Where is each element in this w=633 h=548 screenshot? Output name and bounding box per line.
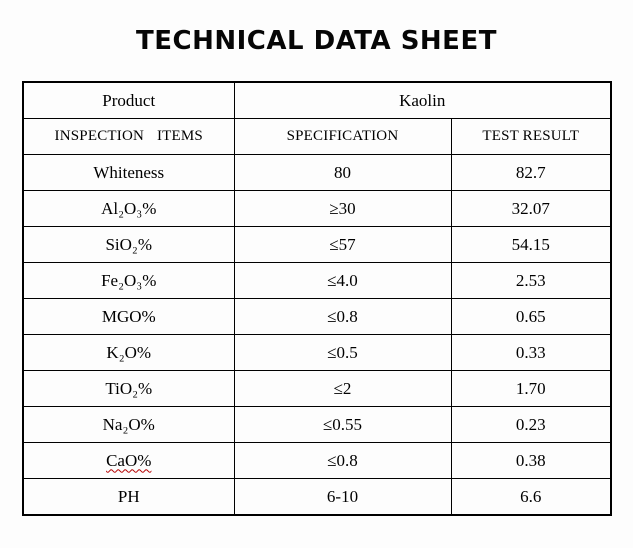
table-row-sio2: SiO₂% ≤57 54.15 xyxy=(22,226,612,263)
inspection-item-cell: Fe₂O₃% xyxy=(22,262,235,299)
specification-cell: ≤4.0 xyxy=(233,262,452,299)
test-result-cell: 0.65 xyxy=(450,298,612,335)
test-result-cell: 1.70 xyxy=(450,370,612,407)
table-row-al2o3: Al₂O₃% ≥30 32.07 xyxy=(22,190,612,227)
table-row-na2o: Na₂O% ≤0.55 0.23 xyxy=(22,406,612,443)
test-result-cell: 2.53 xyxy=(450,262,612,299)
test-result-cell: 0.23 xyxy=(450,406,612,443)
inspection-item-cell: PH xyxy=(22,478,235,516)
table-row-ph: PH 6-10 6.6 xyxy=(22,478,612,516)
test-result-cell: 54.15 xyxy=(450,226,612,263)
inspection-item-cell: TiO₂% xyxy=(22,370,235,407)
table-row-tio2: TiO₂% ≤2 1.70 xyxy=(22,370,612,407)
table-row-whiteness: Whiteness 80 82.7 xyxy=(22,154,612,191)
specification-cell: ≤0.8 xyxy=(233,442,452,479)
specification-cell: ≤57 xyxy=(233,226,452,263)
specification-cell: ≤0.5 xyxy=(233,334,452,371)
specification-cell: ≥30 xyxy=(233,190,452,227)
product-label-cell: Product xyxy=(22,81,235,119)
specification-cell: ≤0.8 xyxy=(233,298,452,335)
product-row: Product Kaolin xyxy=(22,81,612,119)
inspection-items-header-cell: INSPECTION ITEMS xyxy=(22,118,235,155)
inspection-item-cell: Whiteness xyxy=(22,154,235,191)
header-row: INSPECTION ITEMS SPECIFICATION TEST RESU… xyxy=(22,118,612,155)
specification-cell: 80 xyxy=(233,154,452,191)
table-row-k2o: K₂O% ≤0.5 0.33 xyxy=(22,334,612,371)
test-result-cell: 32.07 xyxy=(450,190,612,227)
test-result-header-cell: TEST RESULT xyxy=(450,118,612,155)
test-result-cell: 0.38 xyxy=(450,442,612,479)
test-result-cell: 6.6 xyxy=(450,478,612,516)
specification-cell: ≤0.55 xyxy=(233,406,452,443)
inspection-item-cell: CaO% xyxy=(22,442,235,479)
specification-header-cell: SPECIFICATION xyxy=(233,118,452,155)
inspection-item-cell: Al₂O₃% xyxy=(22,190,235,227)
inspection-item-cell: MGO% xyxy=(22,298,235,335)
test-result-cell: 0.33 xyxy=(450,334,612,371)
table-row-fe2o3: Fe₂O₃% ≤4.0 2.53 xyxy=(22,262,612,299)
inspection-item-cell: K₂O% xyxy=(22,334,235,371)
product-value-cell: Kaolin xyxy=(233,81,612,119)
page-title: TECHNICAL DATA SHEET xyxy=(136,26,497,56)
table-row-mgo: MGO% ≤0.8 0.65 xyxy=(22,298,612,335)
specification-cell: 6-10 xyxy=(233,478,452,516)
inspection-item-cell: Na₂O% xyxy=(22,406,235,443)
test-result-cell: 82.7 xyxy=(450,154,612,191)
specification-cell: ≤2 xyxy=(233,370,452,407)
table-row-cao: CaO% ≤0.8 0.38 xyxy=(22,442,612,479)
inspection-item-cell: SiO₂% xyxy=(22,226,235,263)
technical-data-table: Product Kaolin INSPECTION ITEMS SPECIFIC… xyxy=(22,81,612,516)
